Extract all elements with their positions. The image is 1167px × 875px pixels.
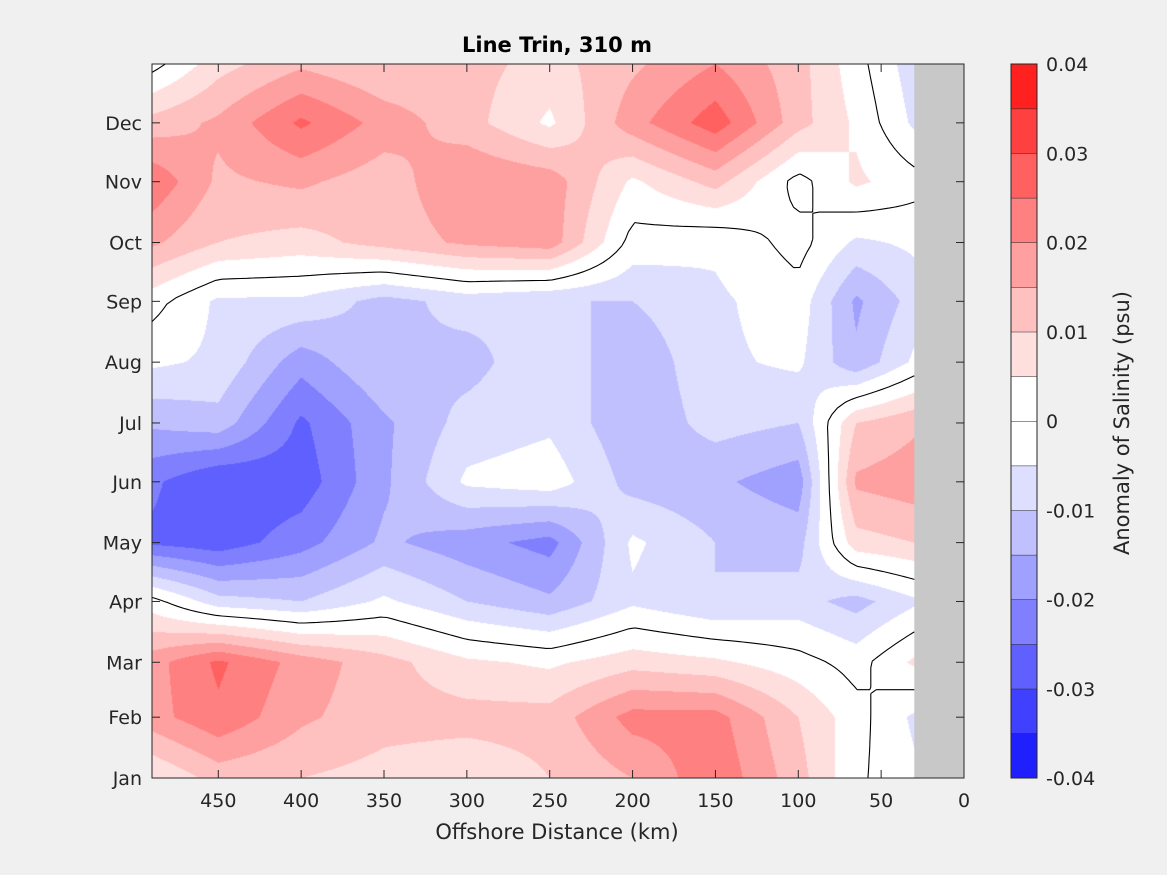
y-tick-label: Sep xyxy=(106,291,142,313)
zero-contour-path xyxy=(151,63,915,779)
colorbar-tick-label: -0.04 xyxy=(1046,768,1095,790)
colorbar-block xyxy=(1011,287,1037,332)
x-tick-label: 450 xyxy=(200,790,236,812)
colorbar-label: Anomaly of Salinity (psu) xyxy=(1110,291,1134,555)
colorbar-block xyxy=(1011,465,1037,511)
colorbar-block xyxy=(1011,242,1037,288)
x-axis-ticks: 450 400 350 300 250 200 150 100 50 0 xyxy=(200,64,970,812)
y-tick-label: May xyxy=(103,533,142,555)
x-tick-label: 150 xyxy=(697,790,733,812)
y-axis-ticks: Jan Feb Mar Apr May Jun Jul Aug Sep Oct Nov Dec xyxy=(103,113,964,790)
x-tick-label: 300 xyxy=(449,790,485,812)
y-tick-label: Apr xyxy=(109,591,142,613)
x-tick-label: 250 xyxy=(532,790,568,812)
zero-contour-lines xyxy=(151,63,915,779)
colorbar-block xyxy=(1011,554,1037,600)
y-tick-label: Oct xyxy=(109,233,142,255)
chart-title: Line Trin, 310 m xyxy=(462,33,652,57)
colorbar-tick-label: 0.02 xyxy=(1046,233,1088,255)
x-tick-label: 0 xyxy=(958,790,970,812)
colorbar-tick-label: -0.02 xyxy=(1046,590,1095,612)
y-tick-label: Feb xyxy=(108,707,142,729)
colorbar-block xyxy=(1011,421,1037,466)
x-tick-label: 200 xyxy=(614,790,650,812)
y-tick-label: Mar xyxy=(106,652,142,674)
colorbar-block xyxy=(1011,733,1037,778)
colorbar: 0.04 0.03 0.02 0.01 0 -0.01 -0.02 -0.03 -0.04 An… xyxy=(1010,54,1134,790)
colorbar-block xyxy=(1011,376,1037,421)
colorbar-block xyxy=(1011,510,1037,555)
colorbar-block xyxy=(1011,331,1037,377)
colorbar-block xyxy=(1011,153,1037,198)
colorbar-tick-label: -0.03 xyxy=(1046,679,1095,701)
no-data-region xyxy=(914,64,964,778)
x-axis-label: Offshore Distance (km) xyxy=(435,820,678,844)
plot-frame xyxy=(151,63,965,779)
y-tick-label: Jun xyxy=(111,472,142,494)
x-tick-label: 100 xyxy=(780,790,816,812)
x-tick-label: 350 xyxy=(366,790,402,812)
colorbar-blocks xyxy=(1011,63,1037,778)
colorbar-tick-label: 0.03 xyxy=(1046,143,1088,165)
colorbar-tick-label: 0.04 xyxy=(1046,54,1088,76)
y-tick-label: Jan xyxy=(112,768,142,790)
colorbar-tick-label: 0.01 xyxy=(1046,322,1088,344)
colorbar-block xyxy=(1011,599,1037,645)
colorbar-frame xyxy=(1010,63,1038,779)
x-tick-label: 50 xyxy=(869,790,893,812)
salinity-contour-field xyxy=(152,64,964,778)
colorbar-block xyxy=(1011,644,1037,689)
colorbar-tick-label: 0 xyxy=(1046,411,1058,433)
y-tick-label: Jul xyxy=(118,413,142,435)
colorbar-block xyxy=(1011,108,1037,154)
colorbar-block xyxy=(1011,64,1037,109)
plot-area xyxy=(151,63,965,779)
colorbar-block xyxy=(1011,688,1037,734)
y-tick-label: Dec xyxy=(105,113,142,135)
y-tick-label: Nov xyxy=(105,172,142,194)
colorbar-ticks: 0.04 0.03 0.02 0.01 0 -0.01 -0.02 -0.03 -0.04 xyxy=(1046,54,1095,790)
x-tick-label: 400 xyxy=(283,790,319,812)
colorbar-tick-label: -0.01 xyxy=(1046,500,1095,522)
colorbar-block xyxy=(1011,197,1037,243)
y-tick-label: Aug xyxy=(105,352,142,374)
